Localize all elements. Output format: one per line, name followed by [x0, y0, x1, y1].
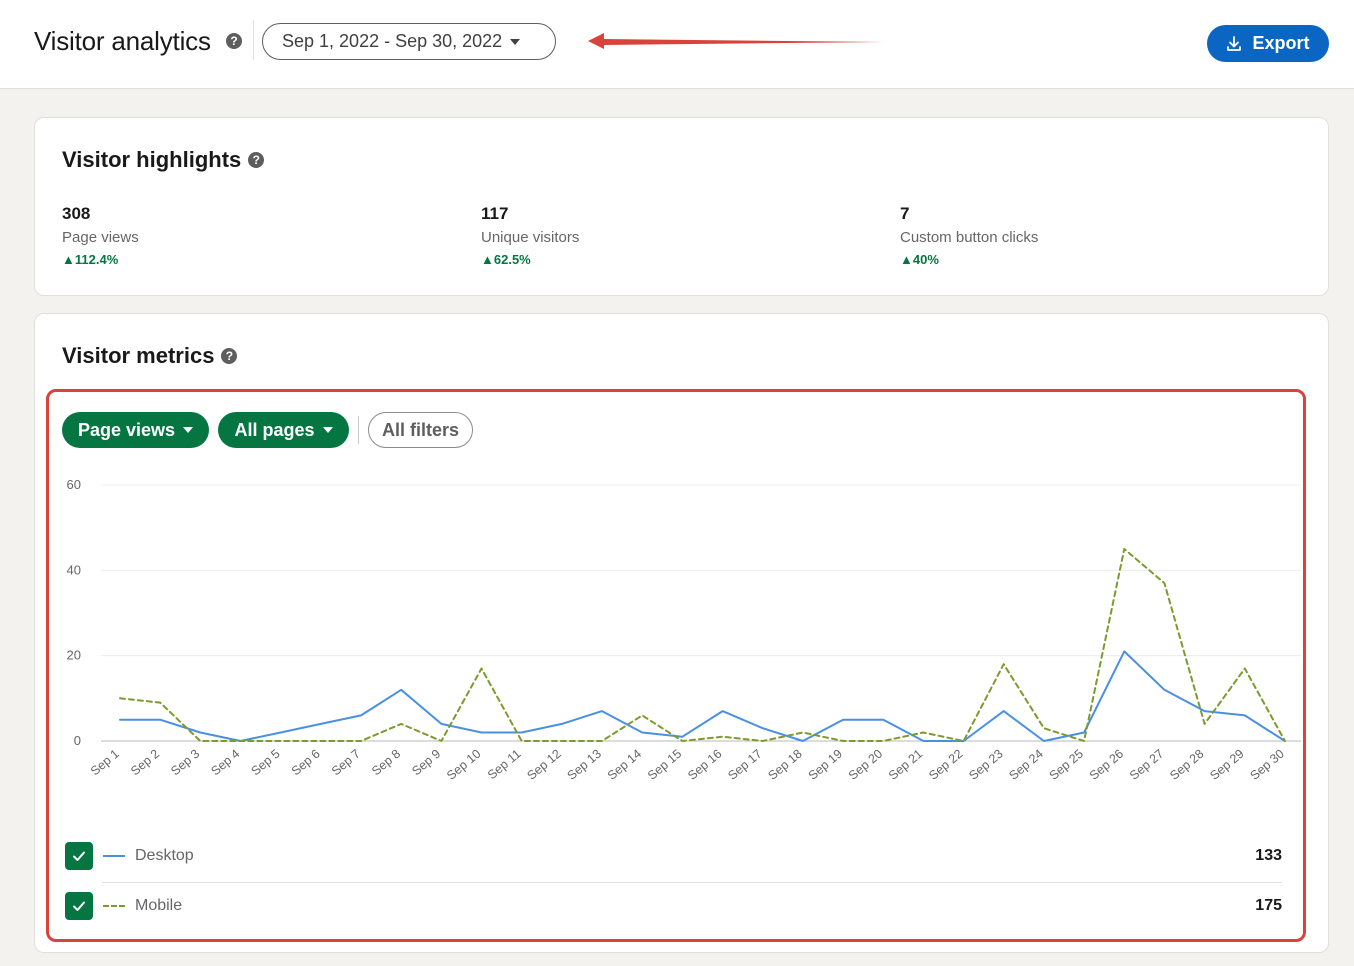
stat-change-value: 112.4%	[74, 252, 119, 267]
date-range-label: Sep 1, 2022 - Sep 30, 2022	[282, 31, 503, 51]
checkmark-icon	[73, 851, 85, 861]
all-filters-button[interactable]: All filters	[368, 412, 473, 448]
x-tick-label: Sep 5	[249, 747, 283, 779]
divider	[358, 416, 359, 444]
x-tick-label: Sep 30	[1248, 747, 1287, 783]
x-tick-label: Sep 7	[329, 747, 363, 779]
x-tick-label: Sep 24	[1006, 747, 1045, 783]
x-tick-label: Sep 4	[208, 747, 242, 779]
stat-label: Unique visitors	[481, 229, 580, 246]
stat-unique-visitors: 117 Unique visitors ▲62.5%	[481, 204, 579, 267]
stat-label: Page views	[62, 229, 139, 246]
x-tick-label: Sep 11	[485, 747, 524, 783]
x-tick-label: Sep 22	[926, 747, 965, 783]
y-tick-label: 60	[67, 477, 81, 492]
stat-change-value: 62.5%	[493, 252, 531, 267]
mobile-checkbox[interactable]	[65, 892, 93, 920]
legend-item-desktop: Desktop 133	[65, 842, 1282, 870]
divider	[253, 20, 254, 60]
y-tick-label: 20	[67, 648, 81, 663]
y-tick-label: 0	[74, 733, 81, 748]
question-icon[interactable]: ?	[226, 33, 242, 49]
caret-down-icon	[183, 427, 194, 433]
x-tick-label: Sep 15	[645, 747, 684, 783]
export-button[interactable]: Export	[1207, 25, 1329, 62]
x-tick-label: Sep 25	[1047, 747, 1086, 783]
stat-change: ▲112.4%	[62, 252, 139, 267]
x-tick-label: Sep 2	[128, 747, 162, 779]
question-icon[interactable]: ?	[221, 347, 238, 364]
divider	[102, 882, 1282, 883]
highlights-title-text: Visitor highlights	[62, 147, 242, 172]
x-tick-label: Sep 14	[605, 747, 644, 783]
series-line-desktop	[119, 650, 1286, 742]
legend-label: Mobile	[135, 897, 183, 914]
highlights-title: Visitor highlights?	[62, 147, 265, 173]
annotation-arrow	[588, 33, 884, 49]
pages-dropdown[interactable]: All pages	[218, 412, 349, 448]
up-triangle-icon: ▲	[900, 252, 913, 267]
stat-change: ▲40%	[900, 252, 1038, 267]
caret-down-icon	[322, 427, 333, 433]
stat-value: 117	[481, 204, 509, 223]
x-tick-label: Sep 23	[966, 747, 1005, 783]
metrics-title: Visitor metrics?	[62, 343, 238, 369]
stat-page-views: 308 Page views ▲112.4%	[62, 204, 139, 267]
page-title: Visitor analytics	[34, 26, 211, 56]
stat-value: 7	[900, 204, 910, 223]
x-tick-label: Sep 28	[1167, 747, 1206, 783]
metric-dropdown-label: Page views	[77, 419, 176, 440]
series-line-mobile	[119, 548, 1286, 742]
x-tick-label: Sep 17	[725, 747, 764, 783]
x-tick-label: Sep 6	[289, 747, 323, 779]
stat-label: Custom button clicks	[900, 229, 1039, 246]
legend-total: 175	[1255, 897, 1282, 914]
stat-custom-button-clicks: 7 Custom button clicks ▲40%	[900, 204, 1038, 267]
x-tick-label: Sep 18	[765, 747, 804, 783]
checkmark-icon	[73, 901, 85, 911]
x-tick-label: Sep 1	[88, 747, 122, 779]
x-tick-label: Sep 12	[524, 747, 563, 783]
x-tick-label: Sep 13	[565, 747, 604, 783]
visitor-highlights-card: Visitor highlights? 308 Page views ▲112.…	[34, 117, 1329, 296]
caret-down-icon	[510, 38, 521, 45]
mobile-line-swatch	[103, 905, 125, 907]
annotation-highlight-box	[46, 389, 1306, 942]
question-icon[interactable]: ?	[248, 151, 265, 168]
legend-label: Desktop	[135, 847, 194, 864]
top-bar: Visitor analytics ? Sep 1, 2022 - Sep 30…	[0, 0, 1354, 89]
export-label: Export	[1252, 33, 1310, 53]
stat-change-value: 40%	[912, 252, 939, 267]
date-range-dropdown[interactable]: Sep 1, 2022 - Sep 30, 2022	[262, 23, 556, 60]
x-tick-label: Sep 8	[369, 747, 403, 779]
x-tick-label: Sep 29	[1207, 747, 1246, 783]
stat-value: 308	[62, 204, 91, 223]
x-tick-label: Sep 9	[409, 747, 443, 779]
stat-change: ▲62.5%	[481, 252, 579, 267]
y-tick-label: 40	[67, 562, 81, 577]
x-tick-label: Sep 27	[1127, 747, 1166, 783]
desktop-checkbox[interactable]	[65, 842, 93, 870]
metric-dropdown[interactable]: Page views	[62, 412, 209, 448]
x-tick-label: Sep 16	[685, 747, 724, 783]
desktop-line-swatch	[103, 855, 125, 857]
up-triangle-icon: ▲	[481, 252, 494, 267]
x-tick-label: Sep 21	[886, 747, 925, 783]
metrics-title-text: Visitor metrics	[62, 343, 215, 368]
download-icon	[1227, 35, 1242, 51]
x-tick-label: Sep 20	[846, 747, 885, 783]
legend-total: 133	[1255, 847, 1282, 864]
up-triangle-icon: ▲	[62, 252, 75, 267]
pages-dropdown-label: All pages	[234, 419, 315, 440]
x-tick-label: Sep 26	[1087, 747, 1126, 783]
x-tick-label: Sep 10	[444, 747, 483, 783]
x-tick-label: Sep 19	[806, 747, 845, 783]
x-tick-label: Sep 3	[168, 747, 202, 779]
all-filters-label: All filters	[381, 419, 460, 440]
legend-item-mobile: Mobile 175	[65, 892, 1282, 920]
